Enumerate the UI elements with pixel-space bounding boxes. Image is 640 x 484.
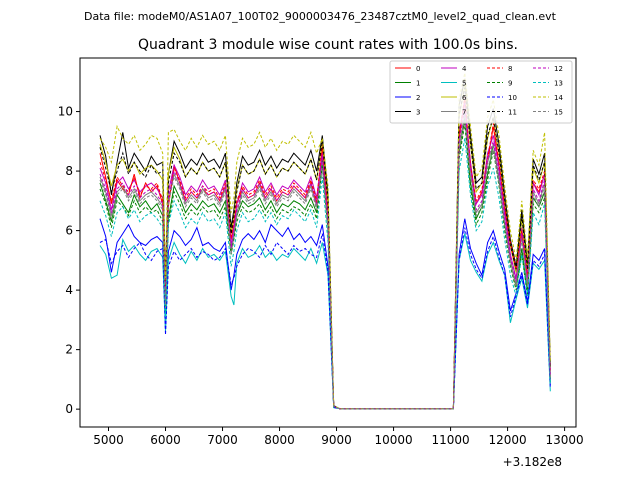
legend-label-2: 2 (416, 94, 420, 102)
y-tick-label: 0 (65, 402, 73, 416)
legend-label-12: 12 (554, 65, 563, 73)
x-tick-label: 11000 (431, 433, 469, 447)
legend-label-6: 6 (462, 94, 467, 102)
series-line-11 (99, 87, 551, 410)
legend-label-8: 8 (508, 65, 512, 73)
x-tick-label: 8000 (264, 433, 295, 447)
series-line-13 (99, 138, 551, 410)
x-tick-label: 10000 (374, 433, 412, 447)
series-line-5 (99, 233, 551, 410)
legend-label-0: 0 (416, 65, 420, 73)
legend-label-4: 4 (462, 65, 467, 73)
y-tick-label: 4 (65, 283, 73, 297)
legend-label-7: 7 (462, 109, 466, 117)
legend-label-11: 11 (508, 109, 517, 117)
x-tick-label: 6000 (150, 433, 181, 447)
series-line-12 (99, 108, 551, 410)
series-line-9 (99, 123, 551, 410)
legend-label-1: 1 (416, 80, 420, 88)
legend-label-10: 10 (508, 94, 517, 102)
legend-label-5: 5 (462, 80, 466, 88)
y-tick-label: 8 (65, 164, 73, 178)
series-line-8 (99, 96, 551, 410)
tick-layer: 5000 6000 7000 8000 9000 10000 11000 12000 13000… (58, 105, 584, 447)
series-line-15 (99, 120, 551, 410)
x-tick-label: 9000 (321, 433, 352, 447)
legend-label-3: 3 (416, 109, 420, 117)
chart-title: Quadrant 3 module wise count rates with … (138, 37, 518, 53)
legend-label-15: 15 (554, 109, 563, 117)
legend-label-14: 14 (554, 94, 563, 102)
y-tick-label: 2 (65, 343, 73, 357)
series-line-3 (99, 78, 551, 410)
x-tick-label: 5000 (93, 433, 124, 447)
figure-suptitle: Data file: modeM0/AS1A07_100T02_90000034… (84, 10, 557, 23)
legend-label-9: 9 (508, 80, 512, 88)
series-layer (99, 72, 551, 410)
x-offset-label: +3.182e8 (503, 455, 562, 469)
legend-box (389, 60, 573, 124)
x-tick-label: 13000 (546, 433, 584, 447)
y-tick-label: 6 (65, 224, 73, 238)
series-line-2 (99, 218, 551, 410)
series-line-10 (99, 227, 551, 410)
x-tick-label: 7000 (207, 433, 238, 447)
legend-label-13: 13 (554, 80, 563, 88)
x-tick-label: 12000 (488, 433, 526, 447)
series-line-14 (99, 72, 551, 410)
plot-frame (79, 57, 577, 428)
y-tick-label: 10 (58, 105, 73, 119)
